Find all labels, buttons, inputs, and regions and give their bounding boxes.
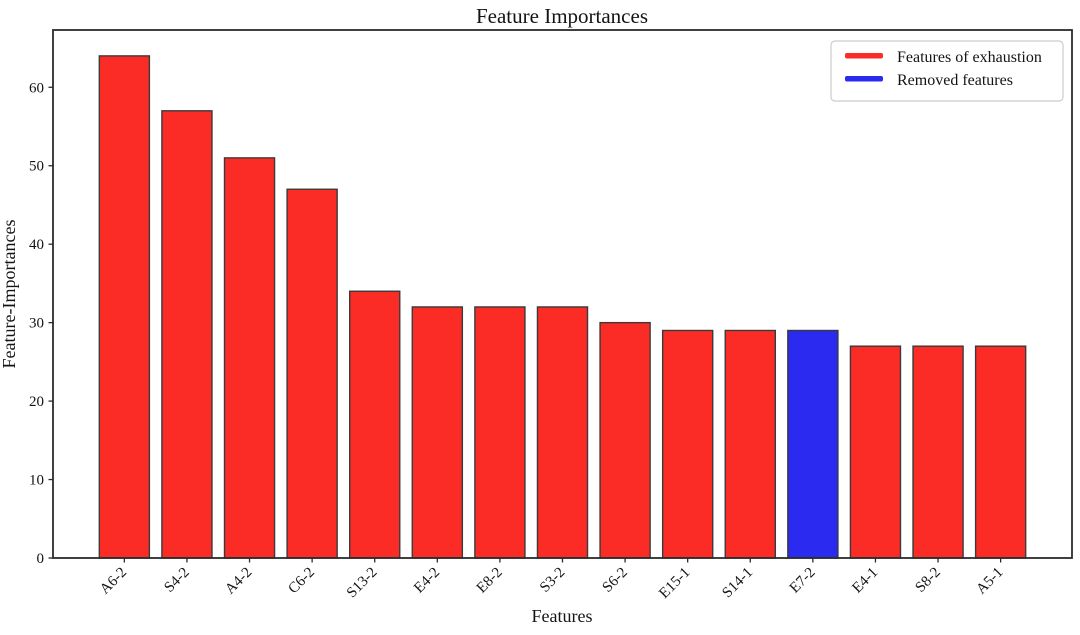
x-tick-label: C6-2 xyxy=(285,565,318,598)
x-tick-label: E8-2 xyxy=(474,565,506,597)
y-tick-label: 0 xyxy=(37,551,45,567)
x-tick-label: E15-1 xyxy=(656,565,693,602)
bar-E4-1 xyxy=(849,345,902,559)
legend: Features of exhaustion Removed features xyxy=(830,40,1064,102)
plot-border xyxy=(52,29,1073,559)
x-tick-label: A6-2 xyxy=(97,565,130,598)
x-axis-label: Features xyxy=(532,606,593,626)
bar-S3-2 xyxy=(536,306,589,559)
bar-E15-1 xyxy=(661,329,714,559)
y-tick-label: 40 xyxy=(29,237,44,253)
y-tick-label: 20 xyxy=(29,394,44,410)
legend-swatch-removed-icon xyxy=(845,76,883,82)
bar-S8-2 xyxy=(912,345,964,559)
y-axis-label: Feature-Importances xyxy=(0,220,19,369)
bar-C6-2 xyxy=(286,188,338,559)
x-tick-label: S8-2 xyxy=(913,565,944,596)
bar-A4-2 xyxy=(223,157,276,559)
x-tick-label: A4-2 xyxy=(222,565,255,598)
bar-A6-2 xyxy=(98,55,151,559)
x-tick-label: A5-1 xyxy=(973,565,1006,598)
y-tick-label: 60 xyxy=(29,80,44,96)
x-tick-label: S13-2 xyxy=(344,565,381,602)
legend-swatch-exhaustion-icon xyxy=(845,53,883,59)
y-tick-label: 50 xyxy=(29,159,44,175)
bar-E7-2 xyxy=(787,329,839,559)
x-tick-label: S6-2 xyxy=(600,565,631,596)
legend-box xyxy=(830,40,1064,102)
bar-S4-2 xyxy=(161,110,213,559)
bar-S13-2 xyxy=(348,290,401,559)
x-tick-label: E7-2 xyxy=(787,565,819,597)
x-tick-label: E4-1 xyxy=(849,565,881,597)
bar-A5-1 xyxy=(974,345,1027,559)
legend-label-removed: Removed features xyxy=(897,72,1013,89)
bar-E8-2 xyxy=(474,306,526,559)
legend-label-exhaustion: Features of exhaustion xyxy=(897,49,1042,66)
y-tick-label: 10 xyxy=(29,473,44,489)
x-tick-label: E4-2 xyxy=(411,565,443,597)
plot-area: A6-2 S4-2 A4-2 C6-2 S13-2 E4-2 E8-2 S3-2 S6-2 E15… xyxy=(29,29,1073,602)
bar-S14-1 xyxy=(724,329,777,559)
bar-E4-2 xyxy=(411,306,464,559)
x-tick-label: S14-1 xyxy=(719,565,756,602)
y-tick-label: 30 xyxy=(29,316,44,332)
x-tick-label: S3-2 xyxy=(537,565,568,596)
chart-title: Feature Importances xyxy=(476,4,648,28)
x-tick-label: S4-2 xyxy=(161,565,192,596)
bar-S6-2 xyxy=(599,321,651,559)
